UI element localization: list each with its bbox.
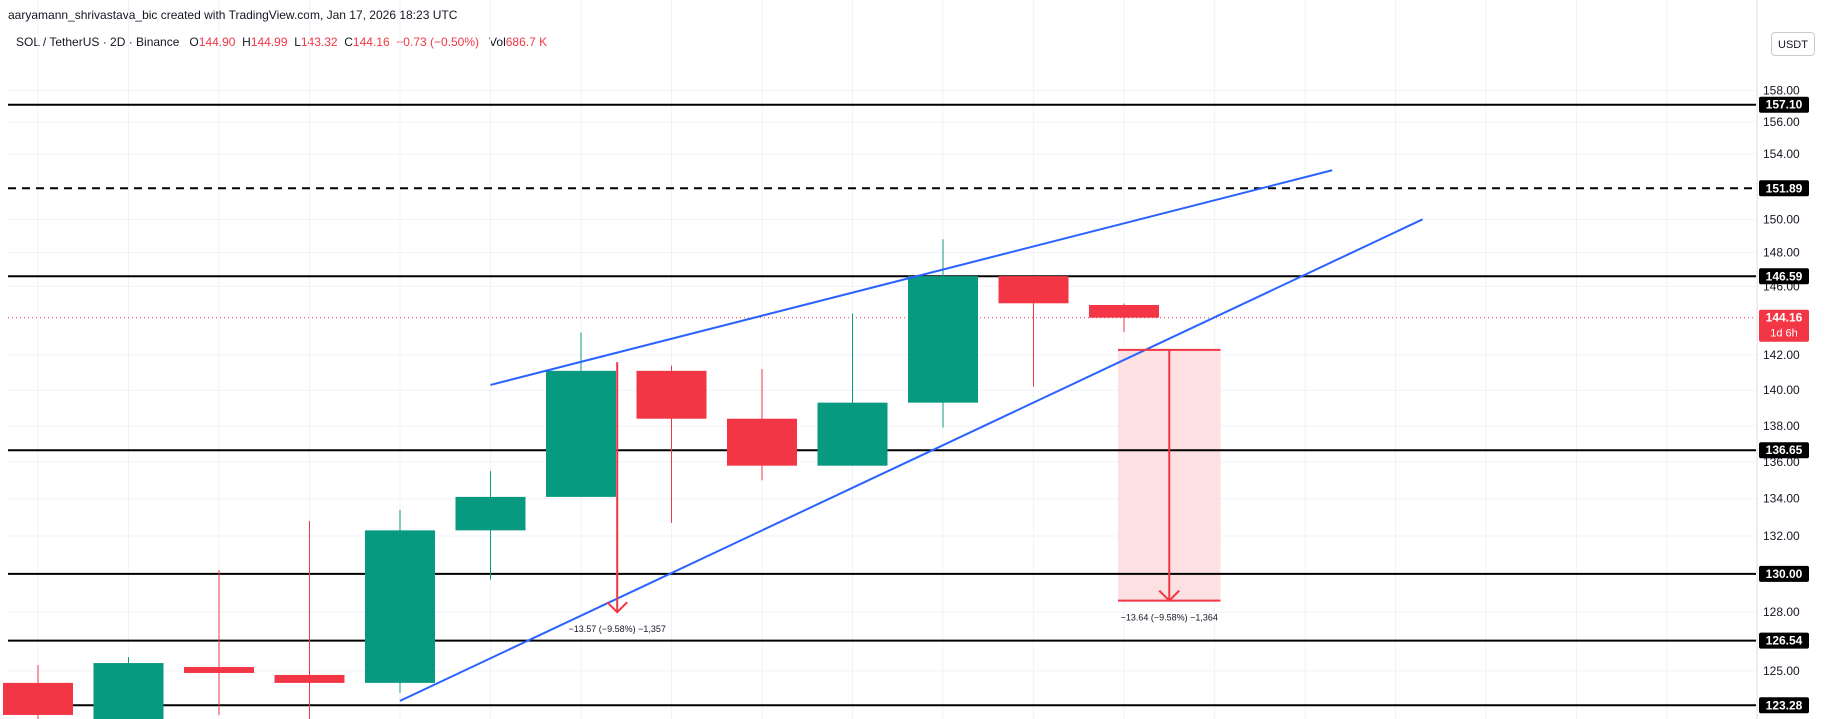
measure-label: −13.57 (−9.58%) −1,357 [569, 624, 666, 634]
y-tick-label: 138.00 [1763, 419, 1800, 433]
candle-body [908, 276, 978, 403]
candle-body [1089, 305, 1159, 318]
candle-body [455, 496, 526, 531]
level-price-badge [1759, 632, 1809, 649]
open-value: 144.90 [198, 35, 236, 49]
chart-attribution: aaryamann_shrivastava_bic created with T… [8, 8, 458, 22]
measure-arrow-head [606, 601, 628, 614]
candle-body [184, 667, 254, 673]
low-value: 143.32 [300, 35, 338, 49]
symbol-legend: SOL / TetherUS · 2D · Binance O144.90 H1… [16, 35, 547, 49]
level-price-badge [1759, 442, 1809, 459]
measure-arrow-head [1158, 589, 1180, 603]
y-tick-label: 128.00 [1763, 605, 1800, 619]
y-tick-label: 125.00 [1763, 664, 1800, 678]
close-value: 144.16 [352, 35, 390, 49]
y-tick-label: 140.00 [1763, 383, 1800, 397]
y-tick-label: 150.00 [1763, 212, 1800, 226]
candle-body [636, 370, 707, 419]
candle-body [727, 418, 797, 466]
last-price-label: 144.16 [1766, 311, 1803, 325]
currency-button[interactable]: USDT [1771, 32, 1815, 56]
y-tick-label: 158.00 [1763, 84, 1800, 98]
level-price-badge [1759, 180, 1809, 197]
trendline [399, 218, 1424, 702]
high-label: H [242, 35, 251, 49]
y-tick-label: 132.00 [1763, 529, 1800, 543]
y-tick-label: 156.00 [1763, 115, 1800, 129]
candle-body [365, 530, 435, 683]
level-price-badge [1759, 565, 1809, 582]
close-label: C [344, 35, 353, 49]
y-tick-label: 134.00 [1763, 492, 1800, 506]
measure-label: −13.64 (−9.58%) −1,364 [1121, 613, 1218, 623]
level-price-badge-label: 126.54 [1766, 634, 1803, 648]
volume-label: Vol [489, 35, 506, 49]
level-price-badge-label: 146.59 [1766, 269, 1803, 283]
y-tick-label: 136.00 [1763, 455, 1800, 469]
candle-body [3, 682, 73, 715]
level-price-badge-label: 130.00 [1766, 567, 1803, 581]
candle-body [998, 276, 1069, 304]
candle-body [546, 370, 616, 497]
open-label: O [189, 35, 199, 49]
candle-body [274, 674, 345, 683]
y-tick-label: 154.00 [1763, 147, 1800, 161]
y-tick-label: 148.00 [1763, 246, 1800, 260]
level-price-badge [1759, 268, 1809, 285]
bar-countdown-label: 1d 6h [1770, 328, 1798, 340]
y-tick-label: 142.00 [1763, 348, 1800, 362]
low-label: L [294, 35, 301, 49]
volume-value: 686.7 K [505, 35, 548, 49]
change-value: −0.73 (−0.50%) [396, 35, 480, 49]
level-price-badge-label: 136.65 [1766, 443, 1803, 457]
level-price-badge [1759, 96, 1809, 113]
trendline [490, 169, 1333, 386]
candle-body [93, 663, 164, 719]
candle-body [817, 402, 888, 466]
level-price-badge [1759, 697, 1809, 714]
symbol-title[interactable]: SOL / TetherUS · 2D · Binance [16, 35, 180, 49]
level-price-badge-label: 151.89 [1766, 181, 1803, 195]
high-value: 144.99 [250, 35, 288, 49]
last-price-badge [1759, 309, 1809, 342]
level-price-badge-label: 157.10 [1766, 98, 1803, 112]
level-price-badge-label: 123.28 [1766, 698, 1803, 712]
